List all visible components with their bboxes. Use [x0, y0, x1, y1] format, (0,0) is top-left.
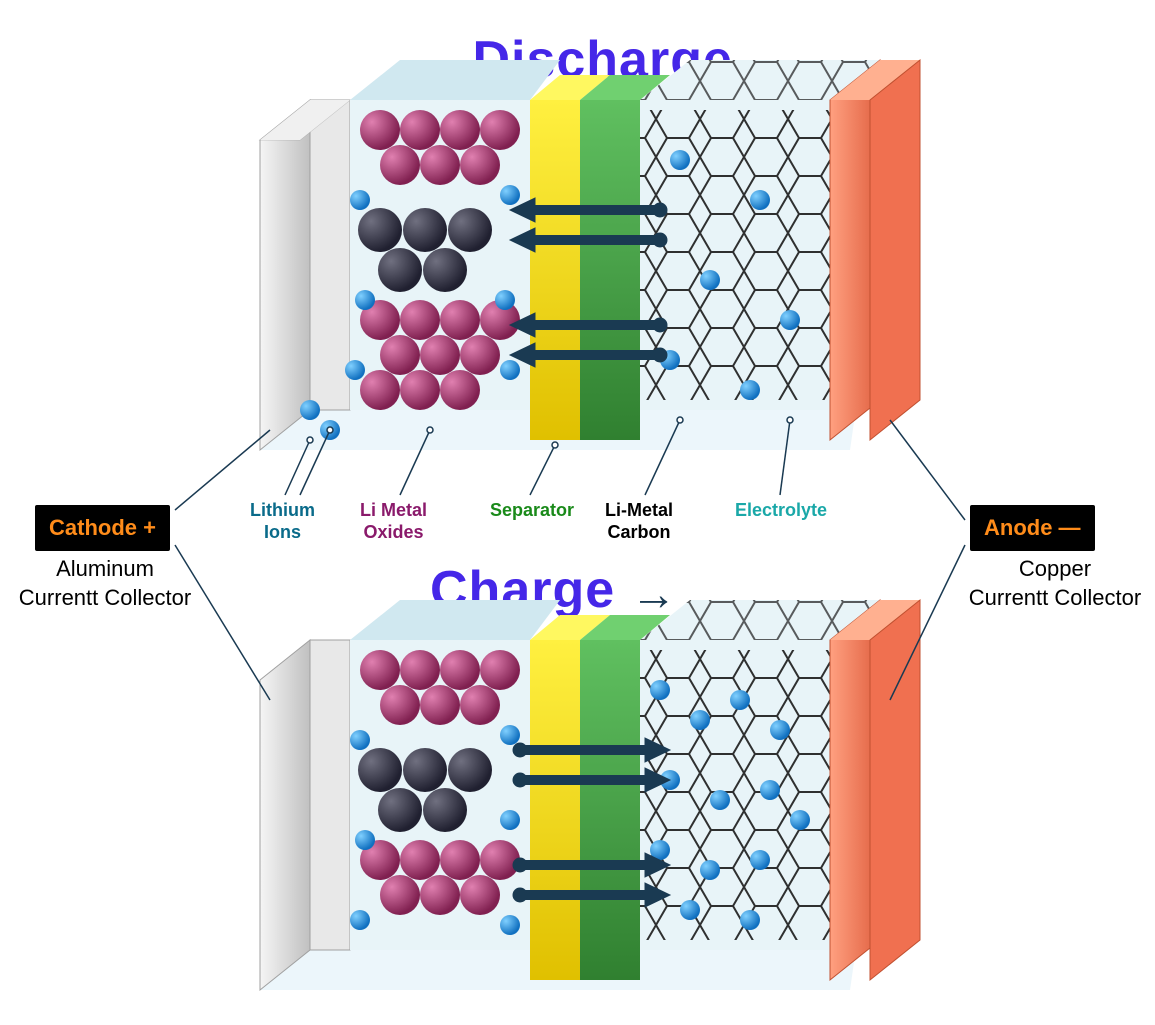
discharge-cell: [260, 60, 920, 450]
battery-diagram: [0, 0, 1155, 1025]
aluminum-layer: [260, 100, 350, 450]
charge-cell: [260, 600, 920, 990]
copper-layer: [830, 60, 920, 440]
